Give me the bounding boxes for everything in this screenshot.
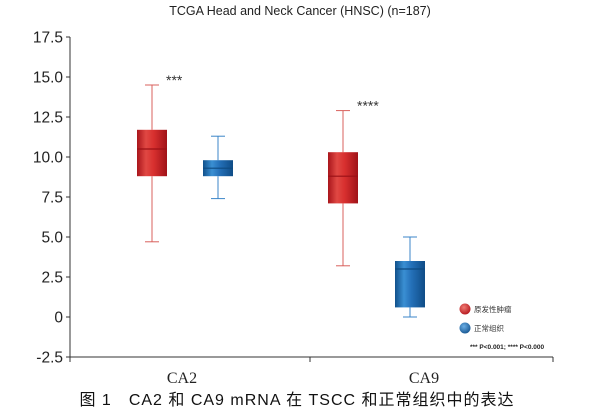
legend: 原发性肿瘤 正常组织 *** P<0.001; **** P<0.000 bbox=[459, 303, 544, 351]
legend-marker-normal bbox=[459, 322, 471, 334]
y-tick-label: 15.0 bbox=[33, 70, 64, 87]
y-tick-label: 2.5 bbox=[41, 270, 63, 287]
box-plot-ca2-series-0 bbox=[137, 84, 167, 243]
significance-markers: ******* bbox=[166, 72, 379, 114]
box-plot-ca2-series-1 bbox=[203, 135, 233, 200]
figure-caption: 图 1 CA2 和 CA9 mRNA 在 TSCC 和正常组织中的表达 bbox=[79, 391, 514, 409]
box-plots bbox=[137, 84, 425, 318]
iqr-box bbox=[395, 261, 425, 308]
y-tick-label: 5.0 bbox=[41, 230, 63, 247]
y-tick-label: 0 bbox=[54, 310, 63, 327]
iqr-box bbox=[137, 129, 167, 177]
significance-marker: *** bbox=[166, 72, 183, 88]
x-axis-ticks: CA2 CA9 bbox=[69, 357, 554, 387]
iqr-box bbox=[328, 152, 358, 204]
x-category-label: CA2 bbox=[167, 370, 197, 387]
y-tick-label: 10.0 bbox=[33, 150, 64, 167]
significance-note: *** P<0.001; **** P<0.000 bbox=[470, 344, 544, 351]
legend-label-normal: 正常组织 bbox=[474, 323, 504, 333]
y-tick-label: 12.5 bbox=[33, 110, 63, 127]
y-tick-label: 17.5 bbox=[33, 30, 63, 47]
box-plot-ca9-series-1 bbox=[395, 236, 425, 318]
y-axis-ticks: 17.5 15.0 12.5 10.0 7.5 5.0 2.5 0 -2.5 bbox=[33, 30, 70, 367]
y-tick-label: 7.5 bbox=[41, 190, 63, 207]
y-tick-label: -2.5 bbox=[36, 350, 63, 367]
box-plot-ca9-series-0 bbox=[328, 110, 358, 267]
legend-label-tumor: 原发性肿瘤 bbox=[474, 304, 512, 314]
chart-title: TCGA Head and Neck Cancer (HNSC) (n=187) bbox=[169, 4, 431, 18]
legend-marker-tumor bbox=[459, 303, 471, 315]
x-category-label: CA9 bbox=[409, 370, 439, 387]
significance-marker: **** bbox=[357, 98, 379, 114]
